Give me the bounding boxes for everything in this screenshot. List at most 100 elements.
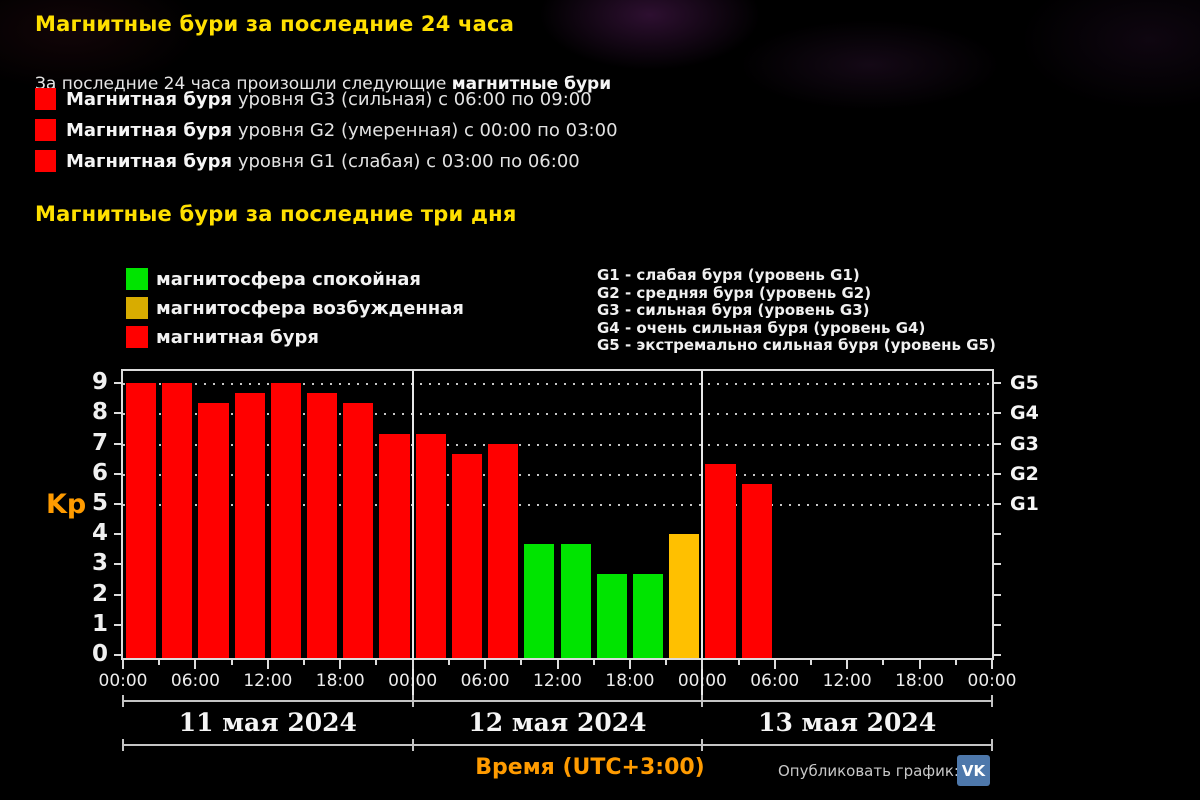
vk-share-icon[interactable]: VK xyxy=(957,755,990,786)
kp-bar xyxy=(198,403,229,658)
storm-level-square xyxy=(35,88,56,110)
share-chart-label: Опубликовать график: xyxy=(778,762,959,780)
date-band-tick xyxy=(701,739,704,751)
storm-event-bold: Магнитная буря xyxy=(66,88,233,110)
y-axis-label: 1 xyxy=(91,610,108,637)
x-axis-tick-major xyxy=(266,660,269,669)
gridline-kp-6 xyxy=(123,473,992,476)
x-axis-tick-major xyxy=(846,660,849,669)
y-axis-tick-right xyxy=(994,563,1001,566)
storm-event-row: Магнитная буря уровня G1 (слабая) с 03:0… xyxy=(35,150,580,172)
storm-event-text: Магнитная буря уровня G1 (слабая) с 03:0… xyxy=(66,151,580,172)
kp-bar xyxy=(343,403,374,658)
y-axis-tick-left xyxy=(114,563,121,566)
date-band-tick xyxy=(991,739,993,751)
x-axis-label: 00:00 xyxy=(98,671,148,691)
x-axis-label: 00:00 xyxy=(388,671,438,691)
x-axis-tick-major xyxy=(773,660,776,669)
legend-item-label: магнитосфера спокойная xyxy=(156,268,421,290)
legend-item: магнитная буря xyxy=(126,326,319,348)
storm-event-detail: уровня G3 (сильная) с 06:00 по 09:00 xyxy=(232,88,592,110)
x-axis-label: 12:00 xyxy=(822,671,872,691)
right-axis-label-g5: G5 xyxy=(1010,372,1039,395)
x-axis-label: 18:00 xyxy=(895,671,945,691)
date-band-tick xyxy=(411,739,414,751)
y-axis-tick-left xyxy=(114,472,121,475)
x-axis-tick-minor xyxy=(447,660,450,665)
y-axis-label: 5 xyxy=(91,490,108,516)
x-axis-tick-minor xyxy=(592,660,595,665)
x-axis-tick-major xyxy=(701,660,704,669)
y-axis-tick-left xyxy=(114,623,121,626)
date-band-tick xyxy=(991,695,993,707)
y-axis-title: Kp xyxy=(46,489,87,520)
x-axis-tick-major xyxy=(628,660,631,669)
y-axis-label: 6 xyxy=(91,459,108,486)
y-axis-tick-left xyxy=(114,503,121,505)
day-separator-line xyxy=(701,371,704,700)
date-label: 13 мая 2024 xyxy=(758,708,937,737)
x-axis-tick-minor xyxy=(665,660,668,665)
y-axis-tick-left xyxy=(114,412,121,415)
kp-bar xyxy=(524,544,555,658)
x-axis-tick-major xyxy=(918,660,921,669)
x-axis-label: 12:00 xyxy=(243,671,293,691)
storm-event-detail: уровня G1 (слабая) с 03:00 по 06:00 xyxy=(232,150,580,172)
kp-bar xyxy=(741,483,772,658)
y-axis-tick-right xyxy=(994,593,1001,596)
kp-bar xyxy=(488,443,519,658)
x-axis-label: 18:00 xyxy=(315,671,365,691)
date-band-tick xyxy=(122,695,124,707)
x-axis-tick-minor xyxy=(303,660,306,665)
legend-item-label: магнитная буря xyxy=(156,326,319,348)
y-axis-label: 9 xyxy=(91,369,108,396)
gridline-kp-9 xyxy=(123,383,992,386)
storm-event-row: Магнитная буря уровня G2 (умеренная) с 0… xyxy=(35,119,618,141)
x-axis-label: 06:00 xyxy=(460,671,510,691)
storm-event-detail: уровня G2 (умеренная) с 00:00 по 03:00 xyxy=(232,119,618,141)
x-axis-tick-minor xyxy=(158,660,161,665)
x-axis-label: 00:00 xyxy=(967,671,1017,691)
kp-bar xyxy=(596,574,627,658)
background-glow xyxy=(1020,0,1200,110)
x-axis-tick-minor xyxy=(230,660,233,665)
x-axis-tick-minor xyxy=(520,660,523,665)
background-glow xyxy=(740,20,1000,110)
kp-bar xyxy=(126,383,157,658)
date-band-tick xyxy=(122,739,124,751)
section-title-last-24h: Магнитные бури за последние 24 часа xyxy=(35,12,515,36)
storm-level-square xyxy=(35,150,56,172)
date-label: 12 мая 2024 xyxy=(468,708,647,737)
g-level-description: G3 - сильная буря (уровень G3) xyxy=(597,301,870,319)
y-axis-tick-right xyxy=(994,382,1001,385)
x-axis-tick-minor xyxy=(809,660,812,665)
x-axis-label: 12:00 xyxy=(533,671,582,691)
x-axis-label: 00:00 xyxy=(677,671,727,691)
y-axis-tick-right xyxy=(994,472,1001,475)
storm-event-text: Магнитная буря уровня G2 (умеренная) с 0… xyxy=(66,120,618,141)
legend-color-square xyxy=(126,268,148,290)
plot-area xyxy=(121,369,994,660)
x-axis-title: Время (UTC+3:00) xyxy=(475,755,705,780)
kp-bar xyxy=(379,433,410,658)
x-axis-tick-major xyxy=(411,660,414,669)
x-axis-tick-major xyxy=(991,660,993,669)
y-axis-tick-left xyxy=(114,533,121,536)
x-axis-tick-minor xyxy=(882,660,885,665)
y-axis-tick-right xyxy=(994,503,1001,505)
x-axis-tick-major xyxy=(556,660,559,669)
g-level-description: G1 - слабая буря (уровень G1) xyxy=(597,266,860,284)
kp-bar xyxy=(234,393,265,658)
legend-color-square xyxy=(126,326,148,348)
subtitle-last-24h: За последние 24 часа произошли следующие… xyxy=(35,74,611,94)
right-axis-label-g1: G1 xyxy=(1010,493,1039,515)
gridline-kp-5 xyxy=(123,504,992,506)
legend-item: магнитосфера спокойная xyxy=(126,268,421,290)
right-axis-label-g3: G3 xyxy=(1010,432,1039,455)
background-glow xyxy=(540,0,760,70)
storm-level-square xyxy=(35,119,56,141)
legend-item-label: магнитосфера возбужденная xyxy=(156,297,464,319)
y-axis-tick-right xyxy=(994,623,1001,626)
storm-event-bold: Магнитная буря xyxy=(66,150,233,172)
kp-bar xyxy=(162,383,193,658)
